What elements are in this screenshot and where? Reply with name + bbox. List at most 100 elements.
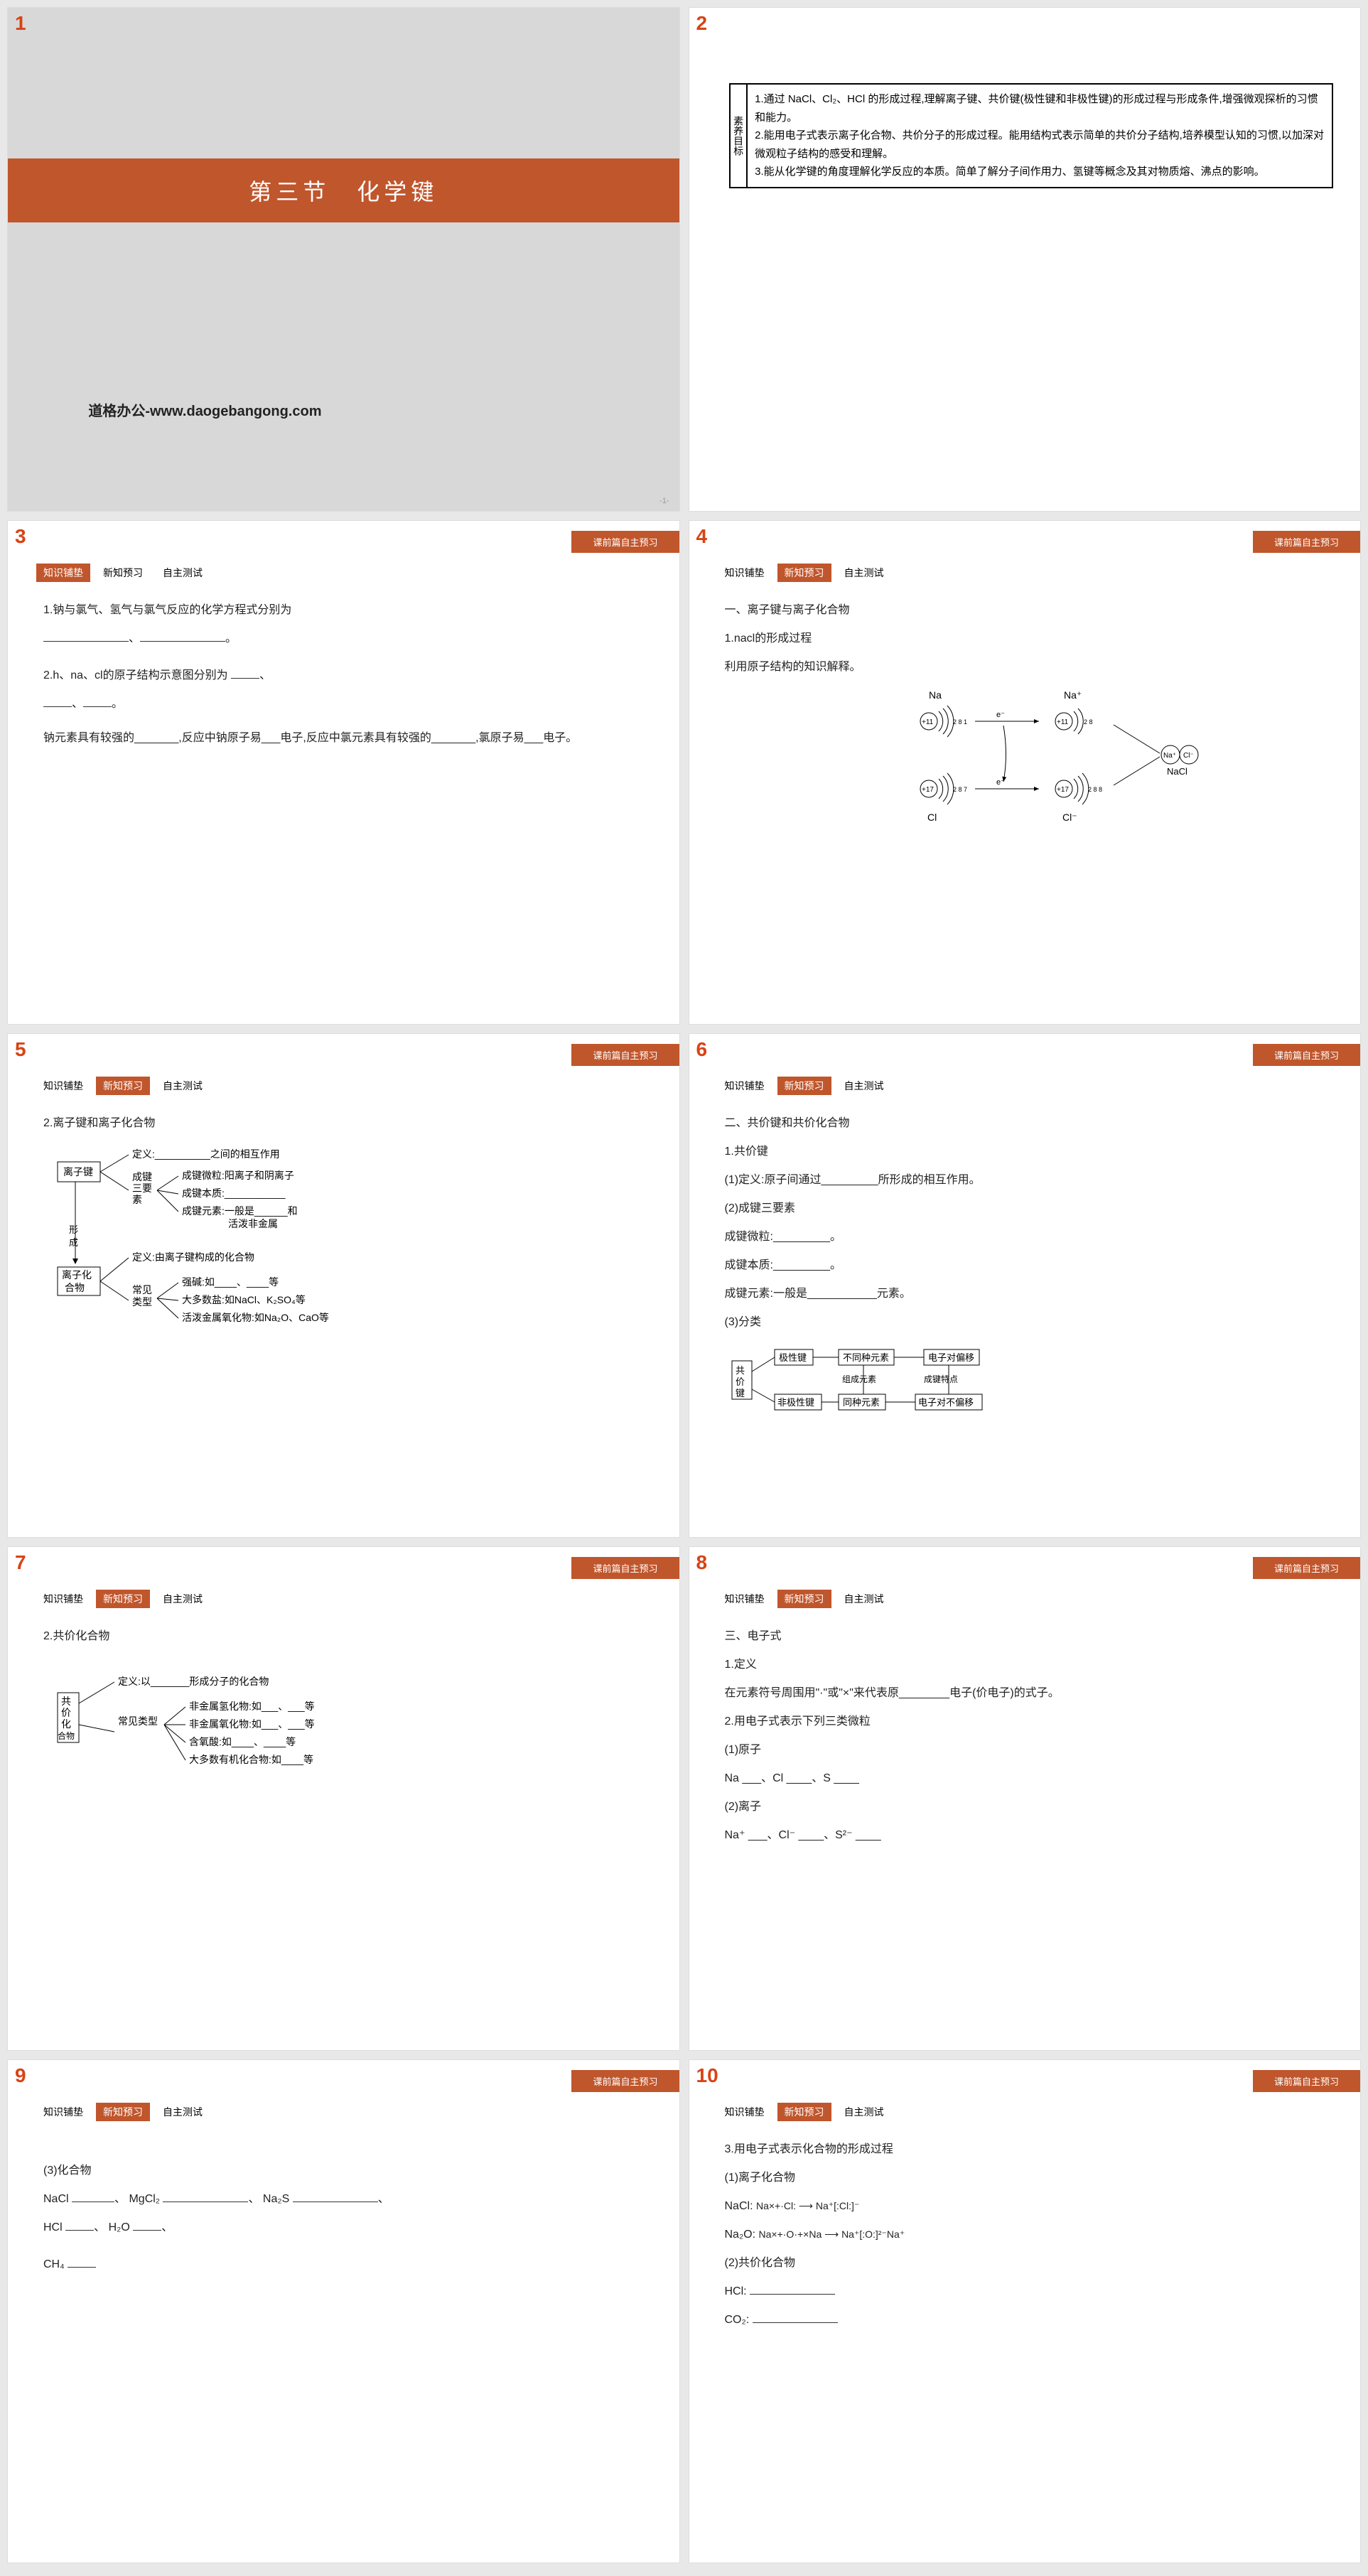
q2-blank: 、。 — [43, 693, 651, 716]
tab-knowledge: 知识铺垫 — [36, 1077, 90, 1095]
cl-atom: +17 2 8 7 — [920, 773, 967, 804]
nacl-label: NaCl — [1167, 766, 1187, 777]
lesson-title: 第三节 化学键 — [249, 174, 438, 207]
slide-number: 10 — [696, 2064, 718, 2087]
tab-test: 自主测试 — [837, 564, 891, 582]
svg-text:+11: +11 — [922, 718, 934, 726]
slide-7: 7 课前篇自主预习 知识铺垫 新知预习 自主测试 2.共价化合物 共价化 合物 … — [7, 1546, 680, 2051]
content: 二、共价键和共价化合物 1.共价键 (1)定义:原子间通过_________所形… — [725, 1112, 1332, 1426]
objective-2: 2.能用电子式表示离子化合物、共价分子的形成过程。能用结构式表示简单的共价分子结… — [755, 126, 1325, 163]
row1: NaCl 、 MgCl₂ 、 Na₂S 、 — [43, 2188, 651, 2211]
svg-text:价: 价 — [736, 1376, 745, 1387]
svg-text:组成元素: 组成元素 — [842, 1374, 876, 1384]
page-indicator: -1- — [659, 497, 669, 505]
na-plus: +11 2 8 — [1055, 708, 1093, 734]
l2: 2.用电子式表示下列三类微粒 — [725, 1710, 1332, 1733]
tabs: 知识铺垫 新知预习 自主测试 — [36, 2103, 210, 2121]
svg-text:类型: 类型 — [132, 1296, 152, 1308]
tab-knowledge: 知识铺垫 — [36, 1590, 90, 1608]
l3: (1)原子 — [725, 1739, 1332, 1762]
slide-1: 1 第三节 化学键 道格办公-www.daogebangong.com -1- — [7, 7, 680, 512]
tab-preview: 新知预习 — [777, 2103, 831, 2121]
svg-text:强碱:如____、____等: 强碱:如____、____等 — [182, 1276, 279, 1288]
tab-preview: 新知预习 — [96, 1077, 150, 1095]
tab-test: 自主测试 — [837, 1077, 891, 1095]
tab-preview: 新知预习 — [96, 2103, 150, 2121]
cl-minus: +17 2 8 8 — [1055, 773, 1102, 804]
na2o-row: Na₂O: Na×+·O·+×Na ⟶ Na⁺[:O:]²⁻Na⁺ — [725, 2224, 1332, 2246]
hcl-row: HCl: — [725, 2280, 1332, 2303]
objectives-label: 素养目标 — [731, 85, 748, 187]
objectives-box: 素养目标 1.通过 NaCl、Cl₂、HCl 的形成过程,理解离子键、共价键(极… — [729, 83, 1333, 188]
tab-preview: 新知预习 — [777, 1590, 831, 1608]
l1: (1)定义:原子间通过_________所形成的相互作用。 — [725, 1169, 1332, 1192]
tab-preview: 新知预习 — [777, 1077, 831, 1095]
slide-header: 课前篇自主预习 — [570, 1044, 679, 1066]
svg-text:合物: 合物 — [65, 1282, 85, 1293]
tab-preview: 新知预习 — [777, 564, 831, 582]
slide-6: 6 课前篇自主预习 知识铺垫 新知预习 自主测试 二、共价键和共价化合物 1.共… — [689, 1033, 1362, 1538]
slide-3: 3 课前篇自主预习 知识铺垫 新知预习 自主测试 1.钠与氯气、氢气与氯气反应的… — [7, 520, 680, 1025]
slide-number: 2 — [696, 12, 708, 35]
slide-10: 10 课前篇自主预习 知识铺垫 新知预习 自主测试 3.用电子式表示化合物的形成… — [689, 2059, 1362, 2564]
svg-text:离子键: 离子键 — [63, 1166, 93, 1177]
h1: 二、共价键和共价化合物 — [725, 1112, 1332, 1135]
slide-header: 课前篇自主预习 — [570, 1557, 679, 1579]
tab-knowledge: 知识铺垫 — [36, 2103, 90, 2121]
heading-1: 一、离子键与离子化合物 — [725, 599, 1332, 622]
na-label: Na — [929, 689, 942, 701]
tab-knowledge: 知识铺垫 — [718, 1590, 772, 1608]
h2: 1.共价键 — [725, 1141, 1332, 1163]
svg-text:大多数盐:如NaCl、K₂SO₄等: 大多数盐:如NaCl、K₂SO₄等 — [182, 1294, 306, 1305]
tab-test: 自主测试 — [156, 564, 210, 582]
tabs: 知识铺垫 新知预习 自主测试 — [36, 1077, 210, 1095]
slide-number: 1 — [15, 12, 26, 35]
nacl-formation-diagram: Na +11 2 8 1 Na⁺ +11 2 8 Cl +17 — [844, 686, 1213, 828]
svg-text:成键特点: 成键特点 — [924, 1374, 958, 1384]
q3: 钠元素具有较强的_______,反应中钠原子易___电子,反应中氯元素具有较强的… — [43, 727, 651, 750]
svg-text:+17: +17 — [1057, 786, 1069, 794]
svg-text:常见类型: 常见类型 — [118, 1715, 158, 1727]
heading: 2.离子键和离子化合物 — [43, 1112, 651, 1135]
row3: CH₄ — [43, 2253, 651, 2276]
objective-3: 3.能从化学键的角度理解化学反应的本质。简单了解分子间作用力、氢键等概念及其对物… — [755, 163, 1325, 181]
slide-number: 5 — [15, 1038, 26, 1061]
tabs: 知识铺垫 新知预习 自主测试 — [718, 1590, 891, 1608]
covalent-classification: 共价键 极性键 不同种元素 电子对偏移 非极性键 同种元素 电子对不偏移 组成元… — [725, 1340, 1123, 1418]
svg-text:非极性键: 非极性键 — [777, 1397, 814, 1408]
tab-preview: 新知预习 — [96, 564, 150, 582]
slide-number: 9 — [15, 2064, 26, 2087]
objectives-text: 1.通过 NaCl、Cl₂、HCl 的形成过程,理解离子键、共价键(极性键和非极… — [748, 85, 1332, 187]
slide-grid: 1 第三节 化学键 道格办公-www.daogebangong.com -1- … — [7, 7, 1361, 2563]
svg-text:三要: 三要 — [132, 1182, 152, 1194]
svg-text:常见: 常见 — [132, 1284, 152, 1295]
svg-text:e⁻: e⁻ — [996, 711, 1005, 719]
l4: (2)离子 — [725, 1796, 1332, 1818]
svg-text:不同种元素: 不同种元素 — [843, 1352, 889, 1363]
header-badge: 课前篇自主预习 — [571, 531, 679, 553]
slide-header: 课前篇自主预习 — [1251, 1557, 1360, 1579]
co2-row: CO₂: — [725, 2309, 1332, 2332]
tab-knowledge: 知识铺垫 — [36, 564, 90, 582]
svg-text:同种元素: 同种元素 — [843, 1397, 880, 1408]
svg-text:素: 素 — [132, 1194, 142, 1205]
svg-text:活泼金属氧化物:如Na₂O、CaO等: 活泼金属氧化物:如Na₂O、CaO等 — [182, 1312, 329, 1323]
covalent-compound-tree: 共价化 合物 定义:以_______形成分子的化合物 常见类型 非金属氢化物:如… — [43, 1654, 470, 1782]
svg-text:电子对偏移: 电子对偏移 — [928, 1352, 974, 1363]
svg-text:成: 成 — [69, 1237, 78, 1248]
svg-text:2 8 7: 2 8 7 — [953, 786, 967, 793]
svg-text:成键元素:一般是______和: 成键元素:一般是______和 — [182, 1205, 298, 1217]
svg-text:非金属氢化物:如___、___等: 非金属氢化物:如___、___等 — [189, 1701, 315, 1712]
slide-8: 8 课前篇自主预习 知识铺垫 新知预习 自主测试 三、电子式 1.定义 在元素符… — [689, 1546, 1362, 2051]
svg-text:形: 形 — [69, 1224, 78, 1235]
tab-test: 自主测试 — [156, 2103, 210, 2121]
tab-test: 自主测试 — [837, 1590, 891, 1608]
h1: (3)化合物 — [43, 2160, 651, 2182]
tab-test: 自主测试 — [156, 1590, 210, 1608]
nacl-row: NaCl: Na×+·Cl: ⟶ Na⁺[:Cl:]⁻ — [725, 2195, 1332, 2218]
tab-test: 自主测试 — [156, 1077, 210, 1095]
svg-text:成键微粒:阳离子和阴离子: 成键微粒:阳离子和阴离子 — [182, 1170, 294, 1181]
tab-test: 自主测试 — [837, 2103, 891, 2121]
content: 2.共价化合物 共价化 合物 定义:以_______形成分子的化合物 常见类型 … — [43, 1625, 651, 1790]
cl-minus-label: Cl⁻ — [1062, 812, 1077, 823]
